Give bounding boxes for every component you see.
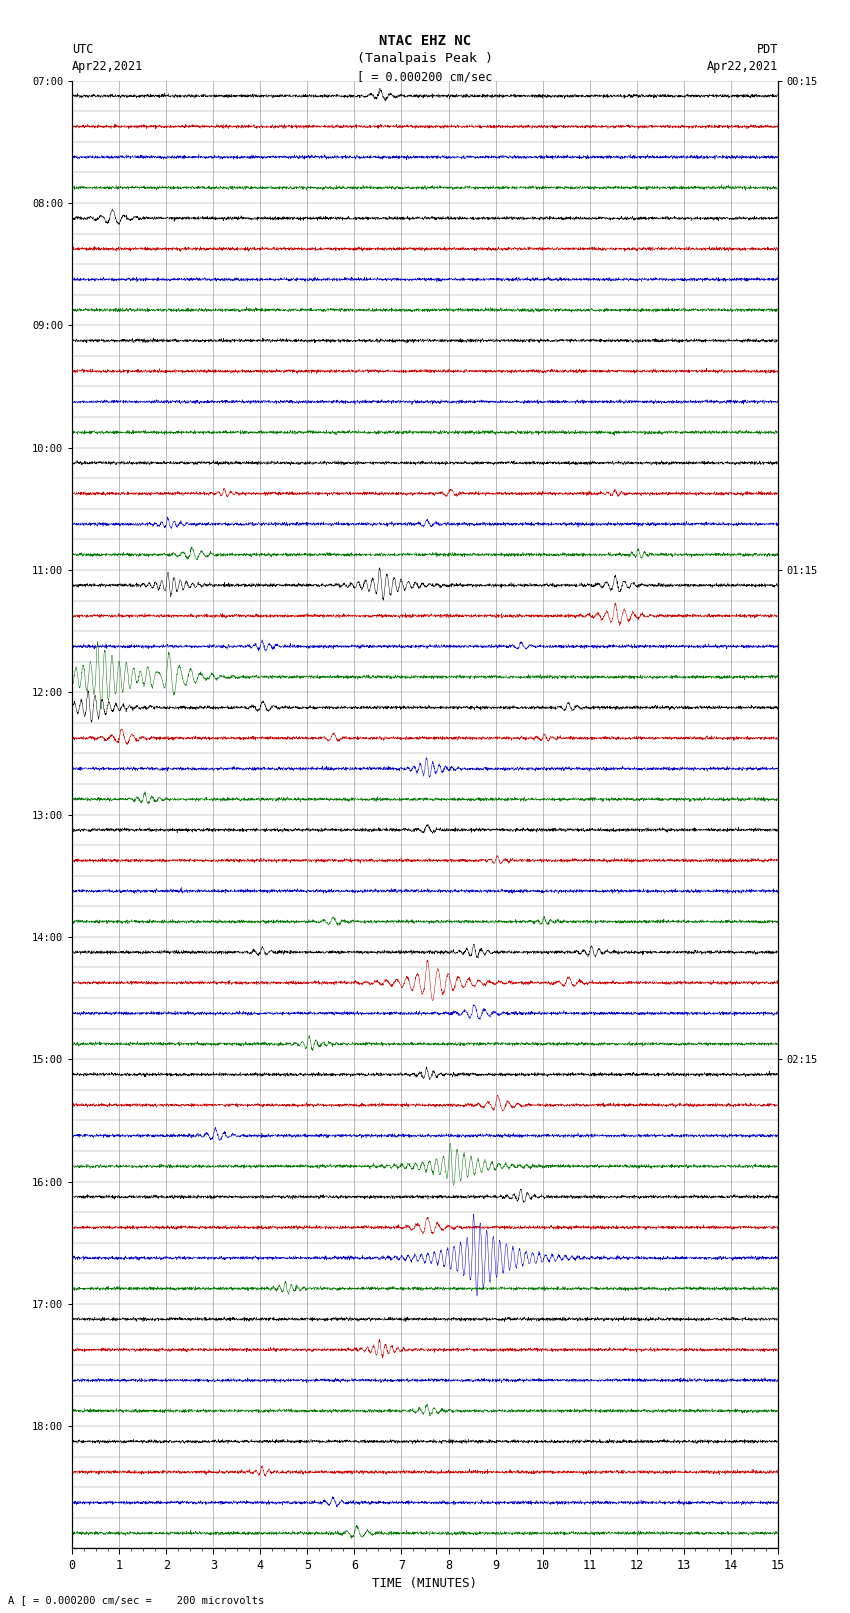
- Text: UTC: UTC: [72, 44, 94, 56]
- Text: PDT: PDT: [756, 44, 778, 56]
- X-axis label: TIME (MINUTES): TIME (MINUTES): [372, 1578, 478, 1590]
- Text: A [ = 0.000200 cm/sec =    200 microvolts: A [ = 0.000200 cm/sec = 200 microvolts: [8, 1595, 264, 1605]
- Text: NTAC EHZ NC: NTAC EHZ NC: [379, 34, 471, 48]
- Text: Apr22,2021: Apr22,2021: [706, 60, 778, 73]
- Text: (Tanalpais Peak ): (Tanalpais Peak ): [357, 52, 493, 65]
- Text: [ = 0.000200 cm/sec: [ = 0.000200 cm/sec: [357, 71, 493, 84]
- Text: Apr22,2021: Apr22,2021: [72, 60, 144, 73]
